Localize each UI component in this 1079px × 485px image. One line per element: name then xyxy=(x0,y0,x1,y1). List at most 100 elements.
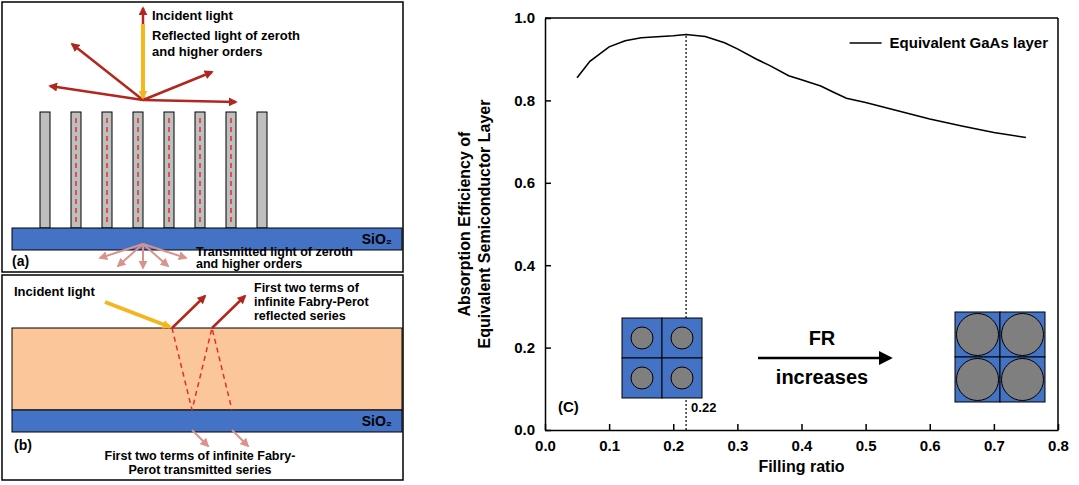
tick: 0.3 xyxy=(727,424,748,454)
tick-mark xyxy=(609,424,611,430)
tick: 0.7 xyxy=(984,424,1005,454)
tick: 0.8 xyxy=(1048,424,1069,454)
panel-letter: (C) xyxy=(558,398,579,415)
tick-label: 0.5 xyxy=(856,437,877,454)
label: infinite Fabry-Perot xyxy=(254,295,369,309)
tick-mark xyxy=(545,265,551,267)
arrow xyxy=(142,8,145,100)
tick-label: 0.4 xyxy=(514,257,536,274)
label: SiO₂ xyxy=(362,413,392,429)
annotation-label: 0.22 xyxy=(691,400,716,415)
tick-label: 0.6 xyxy=(514,174,535,191)
tick-mark xyxy=(865,424,867,430)
label: Perot transmitted series xyxy=(128,463,271,477)
arrow xyxy=(212,296,245,328)
tick-label: 0.6 xyxy=(920,437,941,454)
label: Incident light xyxy=(14,284,96,299)
inset-cell xyxy=(662,318,702,358)
figure: Incident light Reflected light of zeroth a… xyxy=(0,0,1079,485)
inset-pillar xyxy=(671,367,693,389)
tick-mark xyxy=(545,100,551,102)
substrate xyxy=(12,410,402,432)
inset-pillar xyxy=(957,359,999,401)
inset-label: FRincreases xyxy=(776,327,868,388)
inset-cell xyxy=(622,358,662,398)
arrow xyxy=(143,72,212,100)
y-axis: 0.00.20.40.60.81.0 xyxy=(514,9,551,438)
panel-letter: (b) xyxy=(14,437,32,453)
inset-pillar xyxy=(1002,314,1044,356)
tick-mark xyxy=(545,347,551,349)
axis-line xyxy=(545,19,547,431)
tick: 0.2 xyxy=(514,339,551,356)
tick-mark xyxy=(673,424,675,430)
arrow xyxy=(143,100,236,102)
legend-label: Equivalent GaAs layer xyxy=(890,34,1049,51)
tick: 0.1 xyxy=(599,424,620,454)
legend-swatch xyxy=(850,42,882,44)
pillar xyxy=(226,112,236,228)
panel-b: SiO₂ Incident light First two terms ofinfi… xyxy=(2,275,403,480)
tick-label: 0.8 xyxy=(1048,437,1069,454)
tick-mark xyxy=(930,424,932,430)
inset-cell xyxy=(955,357,1000,402)
guided-mode xyxy=(199,118,201,224)
guided-mode xyxy=(75,118,77,224)
tick-mark xyxy=(545,430,551,432)
tick: 0.0 xyxy=(514,421,551,438)
guided-mode xyxy=(137,118,139,224)
inset-pillar xyxy=(1002,359,1044,401)
arrow xyxy=(142,244,144,268)
tick-mark xyxy=(801,424,803,430)
chart: 0.0 0.1 0.2 0.3 0.4 0.5 0.6 0.7 0.8 0.0 0.2 0.4 0.6 0… xyxy=(456,9,1069,475)
layer xyxy=(12,328,402,410)
axis-title: Equivalent Semiconductor Layer xyxy=(476,100,493,349)
panel-letter: (a) xyxy=(12,253,29,269)
pillar xyxy=(164,112,174,228)
arrow xyxy=(105,302,170,327)
arrow xyxy=(172,296,205,328)
arrow xyxy=(141,24,145,98)
tick-label: 0.7 xyxy=(984,437,1005,454)
inset-pillar xyxy=(631,327,653,349)
inset-pillar xyxy=(957,314,999,356)
label: Reflected light of zeroth xyxy=(152,28,300,43)
tick: 1.0 xyxy=(514,9,551,26)
pillar xyxy=(102,112,112,228)
label: First two terms of infinite Fabry- xyxy=(105,449,296,463)
inset-pillar xyxy=(631,367,653,389)
arrow xyxy=(232,430,248,446)
pillar xyxy=(71,112,81,228)
pillar xyxy=(195,112,205,228)
guided-mode xyxy=(106,118,108,224)
label: First two terms of xyxy=(254,281,360,295)
inset: FRincreases xyxy=(622,312,1045,402)
inset-cell xyxy=(622,318,662,358)
tick: 0.4 xyxy=(514,257,551,274)
tick-mark xyxy=(737,424,739,430)
tick-label: 1.0 xyxy=(514,9,535,26)
tick-label: 0.3 xyxy=(727,437,748,454)
panel-frame xyxy=(2,2,403,272)
plot-area xyxy=(577,34,1026,430)
tick-label: 0.4 xyxy=(792,437,814,454)
axis-title: Absorption Efficiency of xyxy=(456,131,473,317)
guided-mode xyxy=(230,118,232,224)
arrow xyxy=(192,430,208,446)
label: and higher orders xyxy=(196,257,302,271)
tick-label: 0.2 xyxy=(514,339,535,356)
fabry-perot-path xyxy=(172,328,232,410)
inset-cell xyxy=(1000,357,1045,402)
tick: 0.2 xyxy=(663,424,684,454)
label: Incident light xyxy=(152,8,234,23)
tick-label: 0.0 xyxy=(535,437,556,454)
panel-frame xyxy=(2,275,403,480)
pillar xyxy=(133,112,143,228)
inset-cell xyxy=(955,312,1000,357)
tick: 0.6 xyxy=(514,174,551,191)
tick: 0.6 xyxy=(920,424,941,454)
label: SiO₂ xyxy=(362,231,392,247)
inset-cell xyxy=(1000,312,1045,357)
label: reflected series xyxy=(254,309,346,323)
tick-mark xyxy=(545,18,551,20)
